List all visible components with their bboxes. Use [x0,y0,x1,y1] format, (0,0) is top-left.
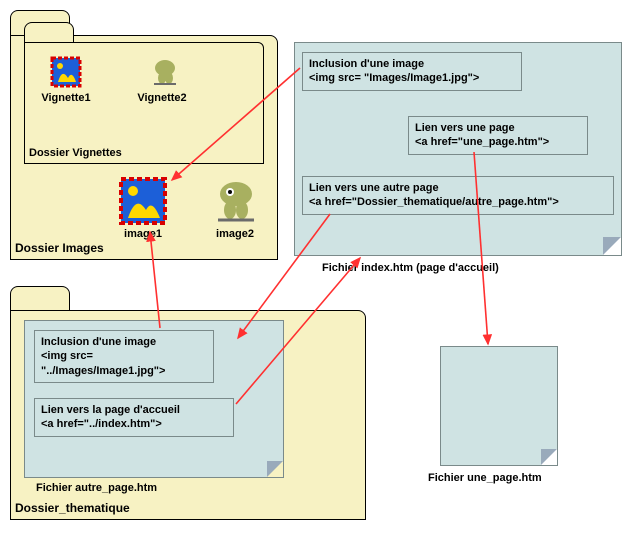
index-box2-l2: <a href="une_page.htm"> [415,135,581,149]
thematique-folder-tab [10,286,70,311]
vignettes-folder-tab [24,22,74,42]
index-box1: Inclusion d'une image <img src= "Images/… [302,52,522,91]
autre-box1: Inclusion d'une image <img src= "../Imag… [34,330,214,383]
page-corner-icon [603,237,621,255]
vignette1-icon [50,56,82,88]
autre-box2-l2: <a href="../index.htm"> [41,417,227,431]
image1-icon [118,176,168,226]
autre-box1-l1: Inclusion d'une image [41,335,207,349]
autre-box1-l3: "../Images/Image1.jpg"> [41,364,207,378]
autre-page-caption: Fichier autre_page.htm [36,482,157,494]
vignette2-label: Vignette2 [132,92,192,104]
index-box1-l1: Inclusion d'une image [309,57,515,71]
vignette2-icon [148,56,182,90]
page-corner-icon [267,461,283,477]
image2-label: image2 [210,228,260,240]
index-box3-l1: Lien vers une autre page [309,181,607,195]
vignettes-folder-label: Dossier Vignettes [29,147,122,159]
image2-icon [210,176,262,228]
autre-box2: Lien vers la page d'accueil <a href="../… [34,398,234,437]
index-box3: Lien vers une autre page <a href="Dossie… [302,176,614,215]
autre-box1-l2: <img src= [41,349,207,363]
une-page [440,346,558,466]
autre-box2-l1: Lien vers la page d'accueil [41,403,227,417]
index-box2: Lien vers une page <a href="une_page.htm… [408,116,588,155]
page-corner-icon [541,449,557,465]
vignette1-label: Vignette1 [36,92,96,104]
image1-label: image1 [118,228,168,240]
images-folder-label: Dossier Images [15,241,104,255]
thematique-folder-label: Dossier_thematique [15,501,130,515]
index-page-caption: Fichier index.htm (page d'accueil) [322,262,499,274]
index-box2-l1: Lien vers une page [415,121,581,135]
index-box3-l2: <a href="Dossier_thematique/autre_page.h… [309,195,607,209]
une-page-caption: Fichier une_page.htm [428,472,542,484]
index-box1-l2: <img src= "Images/Image1.jpg"> [309,71,515,85]
